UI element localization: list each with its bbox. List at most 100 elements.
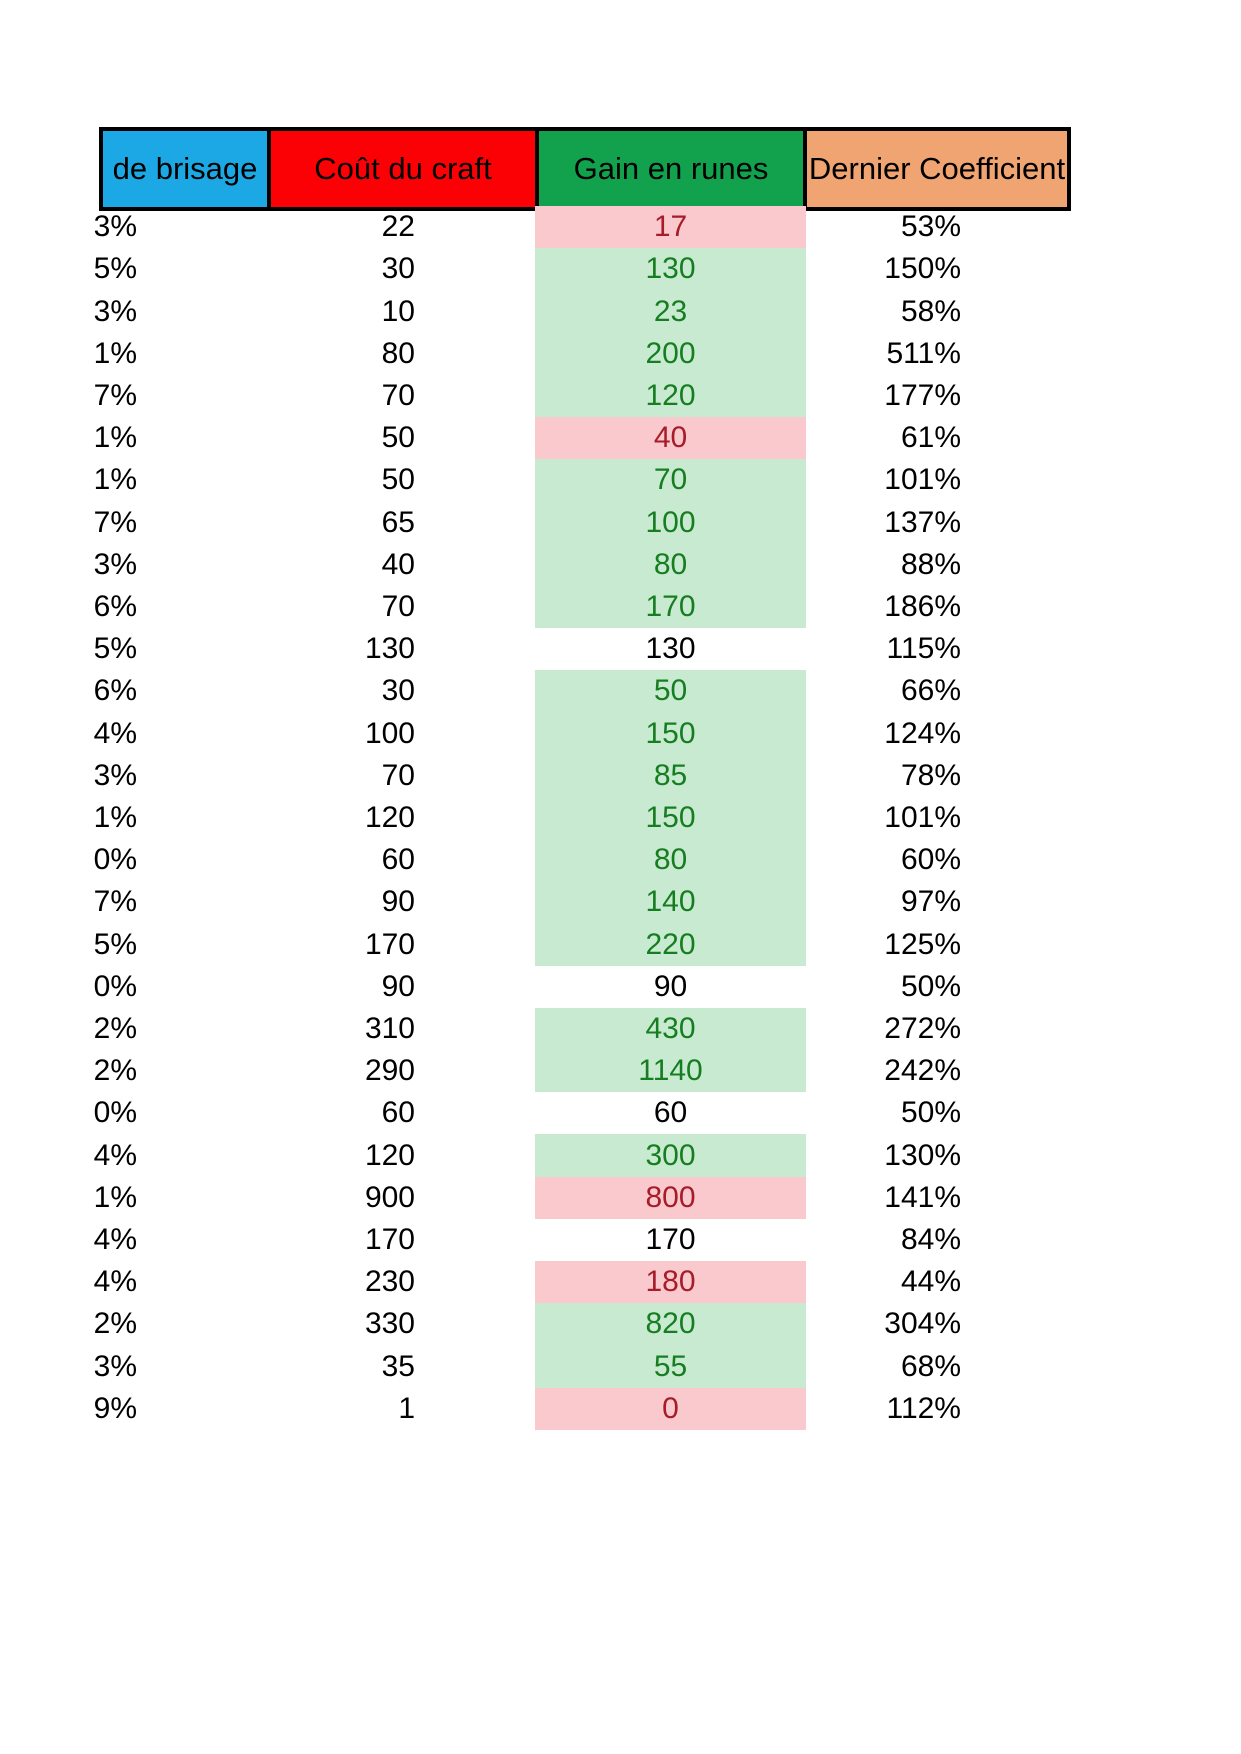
cell-taux-de-brisage-row-5[interactable]: 7% bbox=[93, 379, 137, 412]
cell-dernier-coefficient-row-8[interactable]: 137% bbox=[884, 505, 961, 539]
cell-taux-de-brisage-row-20[interactable]: 2% bbox=[93, 1012, 137, 1045]
cell-cout-du-craft-row-22[interactable]: 60 bbox=[381, 1096, 415, 1129]
cell-gain-en-runes-row-24[interactable]: 800 bbox=[535, 1177, 806, 1219]
cell-gain-en-runes-row-9[interactable]: 80 bbox=[535, 544, 806, 586]
cell-gain-en-runes-row-26[interactable]: 180 bbox=[535, 1261, 806, 1303]
cell-gain-en-runes-row-22[interactable]: 60 bbox=[535, 1092, 806, 1134]
cell-taux-de-brisage-row-1[interactable]: 3% bbox=[93, 210, 137, 243]
cell-taux-de-brisage-row-28[interactable]: 3% bbox=[93, 1349, 137, 1383]
header-gain-en-runes[interactable]: Gain en runes bbox=[535, 127, 807, 211]
cell-cout-du-craft-row-15[interactable]: 120 bbox=[364, 801, 415, 834]
cell-dernier-coefficient-row-25[interactable]: 84% bbox=[900, 1223, 961, 1256]
cell-taux-de-brisage-row-3[interactable]: 3% bbox=[93, 294, 137, 328]
cell-cout-du-craft-row-12[interactable]: 30 bbox=[381, 674, 415, 707]
cell-dernier-coefficient-row-18[interactable]: 125% bbox=[884, 927, 961, 961]
cell-gain-en-runes-row-6[interactable]: 40 bbox=[535, 417, 806, 459]
cell-taux-de-brisage-row-11[interactable]: 5% bbox=[93, 632, 137, 665]
cell-dernier-coefficient-row-16[interactable]: 60% bbox=[900, 843, 961, 876]
cell-taux-de-brisage-row-26[interactable]: 4% bbox=[93, 1265, 137, 1298]
cell-taux-de-brisage-row-16[interactable]: 0% bbox=[93, 843, 137, 876]
cell-cout-du-craft-row-9[interactable]: 40 bbox=[381, 548, 415, 581]
cell-cout-du-craft-row-20[interactable]: 310 bbox=[364, 1012, 415, 1045]
cell-taux-de-brisage-row-2[interactable]: 5% bbox=[93, 252, 137, 285]
cell-cout-du-craft-row-19[interactable]: 90 bbox=[381, 970, 415, 1003]
cell-taux-de-brisage-row-29[interactable]: 9% bbox=[93, 1392, 137, 1425]
cell-taux-de-brisage-row-19[interactable]: 0% bbox=[93, 970, 137, 1003]
cell-gain-en-runes-row-7[interactable]: 70 bbox=[535, 459, 806, 501]
cell-cout-du-craft-row-26[interactable]: 230 bbox=[364, 1265, 415, 1298]
cell-gain-en-runes-row-20[interactable]: 430 bbox=[535, 1008, 806, 1050]
cell-dernier-coefficient-row-6[interactable]: 61% bbox=[900, 421, 961, 454]
cell-dernier-coefficient-row-28[interactable]: 68% bbox=[900, 1349, 961, 1383]
cell-cout-du-craft-row-3[interactable]: 10 bbox=[381, 294, 415, 328]
header-dernier-coefficient[interactable]: Dernier Coefficient bbox=[803, 127, 1071, 211]
cell-cout-du-craft-row-21[interactable]: 290 bbox=[364, 1054, 415, 1087]
cell-taux-de-brisage-row-17[interactable]: 7% bbox=[93, 885, 137, 918]
cell-cout-du-craft-row-28[interactable]: 35 bbox=[381, 1349, 415, 1383]
cell-gain-en-runes-row-13[interactable]: 150 bbox=[535, 712, 806, 755]
cell-cout-du-craft-row-14[interactable]: 70 bbox=[381, 759, 415, 792]
cell-taux-de-brisage-row-12[interactable]: 6% bbox=[93, 674, 137, 707]
cell-dernier-coefficient-row-11[interactable]: 115% bbox=[886, 632, 961, 665]
cell-taux-de-brisage-row-13[interactable]: 4% bbox=[93, 716, 137, 750]
cell-taux-de-brisage-row-22[interactable]: 0% bbox=[93, 1096, 137, 1129]
cell-dernier-coefficient-row-10[interactable]: 186% bbox=[884, 590, 961, 623]
cell-cout-du-craft-row-5[interactable]: 70 bbox=[381, 379, 415, 412]
cell-taux-de-brisage-row-10[interactable]: 6% bbox=[93, 590, 137, 623]
cell-cout-du-craft-row-11[interactable]: 130 bbox=[364, 632, 415, 665]
cell-gain-en-runes-row-25[interactable]: 170 bbox=[535, 1219, 806, 1261]
cell-cout-du-craft-row-25[interactable]: 170 bbox=[364, 1223, 415, 1256]
header-taux-de-brisage[interactable]: de brisage bbox=[99, 127, 271, 211]
cell-dernier-coefficient-row-27[interactable]: 304% bbox=[884, 1307, 961, 1340]
cell-dernier-coefficient-row-3[interactable]: 58% bbox=[900, 294, 961, 328]
cell-gain-en-runes-row-29[interactable]: 0 bbox=[535, 1388, 806, 1430]
cell-dernier-coefficient-row-17[interactable]: 97% bbox=[900, 885, 961, 918]
header-cout-du-craft[interactable]: Coût du craft bbox=[267, 127, 539, 211]
cell-cout-du-craft-row-1[interactable]: 22 bbox=[381, 210, 415, 243]
cell-cout-du-craft-row-10[interactable]: 70 bbox=[381, 590, 415, 623]
cell-dernier-coefficient-row-23[interactable]: 130% bbox=[884, 1138, 961, 1172]
cell-gain-en-runes-row-21[interactable]: 1140 bbox=[535, 1050, 806, 1092]
cell-dernier-coefficient-row-7[interactable]: 101% bbox=[884, 463, 961, 496]
cell-gain-en-runes-row-5[interactable]: 120 bbox=[535, 375, 806, 417]
cell-taux-de-brisage-row-23[interactable]: 4% bbox=[93, 1138, 137, 1172]
cell-taux-de-brisage-row-15[interactable]: 1% bbox=[93, 801, 137, 834]
cell-dernier-coefficient-row-1[interactable]: 53% bbox=[900, 210, 961, 243]
cell-cout-du-craft-row-8[interactable]: 65 bbox=[381, 505, 415, 539]
cell-gain-en-runes-row-12[interactable]: 50 bbox=[535, 670, 806, 712]
cell-gain-en-runes-row-27[interactable]: 820 bbox=[535, 1303, 806, 1345]
cell-dernier-coefficient-row-19[interactable]: 50% bbox=[900, 970, 961, 1003]
cell-taux-de-brisage-row-6[interactable]: 1% bbox=[93, 421, 137, 454]
cell-cout-du-craft-row-27[interactable]: 330 bbox=[364, 1307, 415, 1340]
cell-gain-en-runes-row-1[interactable]: 17 bbox=[535, 206, 806, 248]
cell-cout-du-craft-row-4[interactable]: 80 bbox=[381, 337, 415, 370]
cell-gain-en-runes-row-10[interactable]: 170 bbox=[535, 586, 806, 628]
cell-gain-en-runes-row-14[interactable]: 85 bbox=[535, 755, 806, 797]
cell-dernier-coefficient-row-2[interactable]: 150% bbox=[884, 252, 961, 285]
cell-gain-en-runes-row-17[interactable]: 140 bbox=[535, 881, 806, 923]
cell-cout-du-craft-row-16[interactable]: 60 bbox=[381, 843, 415, 876]
cell-gain-en-runes-row-2[interactable]: 130 bbox=[535, 248, 806, 290]
cell-taux-de-brisage-row-7[interactable]: 1% bbox=[93, 463, 137, 496]
cell-dernier-coefficient-row-12[interactable]: 66% bbox=[900, 674, 961, 707]
cell-taux-de-brisage-row-14[interactable]: 3% bbox=[93, 759, 137, 792]
cell-gain-en-runes-row-8[interactable]: 100 bbox=[535, 501, 806, 544]
cell-cout-du-craft-row-6[interactable]: 50 bbox=[381, 421, 415, 454]
cell-taux-de-brisage-row-9[interactable]: 3% bbox=[93, 548, 137, 581]
cell-gain-en-runes-row-19[interactable]: 90 bbox=[535, 966, 806, 1008]
cell-dernier-coefficient-row-24[interactable]: 141% bbox=[884, 1181, 961, 1214]
cell-taux-de-brisage-row-18[interactable]: 5% bbox=[93, 927, 137, 961]
cell-cout-du-craft-row-13[interactable]: 100 bbox=[364, 716, 415, 750]
cell-taux-de-brisage-row-25[interactable]: 4% bbox=[93, 1223, 137, 1256]
cell-cout-du-craft-row-18[interactable]: 170 bbox=[364, 927, 415, 961]
cell-gain-en-runes-row-23[interactable]: 300 bbox=[535, 1134, 806, 1177]
cell-dernier-coefficient-row-14[interactable]: 78% bbox=[900, 759, 961, 792]
cell-taux-de-brisage-row-27[interactable]: 2% bbox=[93, 1307, 137, 1340]
cell-cout-du-craft-row-7[interactable]: 50 bbox=[381, 463, 415, 496]
cell-dernier-coefficient-row-9[interactable]: 88% bbox=[900, 548, 961, 581]
cell-dernier-coefficient-row-4[interactable]: 511% bbox=[886, 337, 961, 370]
cell-cout-du-craft-row-2[interactable]: 30 bbox=[381, 252, 415, 285]
cell-dernier-coefficient-row-20[interactable]: 272% bbox=[884, 1012, 961, 1045]
cell-dernier-coefficient-row-13[interactable]: 124% bbox=[884, 716, 961, 750]
cell-cout-du-craft-row-23[interactable]: 120 bbox=[364, 1138, 415, 1172]
